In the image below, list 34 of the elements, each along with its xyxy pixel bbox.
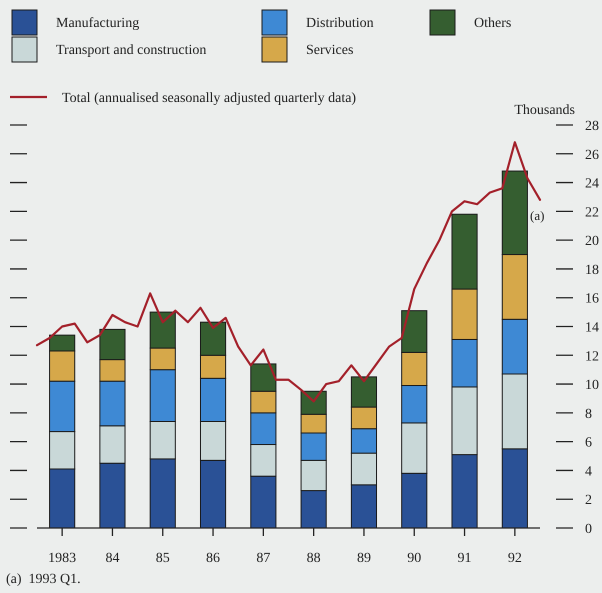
y-tick-label: 0 — [585, 522, 592, 537]
y-tick-label: 4 — [585, 464, 592, 480]
x-tick-label: 90 — [407, 551, 422, 566]
y-tick-label: 26 — [585, 148, 599, 163]
text: (a) 1993 Q1. — [6, 572, 81, 587]
y-tick-label: 14 — [585, 320, 599, 336]
annotation: (a) — [530, 208, 544, 223]
y-tick-label: 6 — [585, 436, 592, 451]
y-axis-title: Thousands — [514, 103, 575, 118]
x-tick-label: 85 — [156, 551, 170, 566]
y-tick-label: 20 — [585, 234, 599, 250]
y-tick-label: 8 — [585, 406, 592, 422]
legend-label: Others — [474, 16, 512, 31]
y-tick-label: 16 — [585, 292, 599, 307]
x-tick-label: 89 — [356, 551, 371, 566]
y-tick-label: 18 — [585, 262, 599, 278]
x-tick-label: 1983 — [48, 551, 76, 566]
x-tick-label: 88 — [306, 551, 321, 566]
x-tick-label: 84 — [105, 551, 120, 566]
y-tick-label: 24 — [585, 176, 599, 192]
x-tick-label: 87 — [256, 551, 270, 566]
legend-label: Total (annualised seasonally adjusted quarterly data) — [62, 91, 356, 106]
y-tick-label: 12 — [585, 349, 599, 364]
legend-label: Transport and construction — [56, 43, 206, 58]
y-tick-label: 2 — [585, 493, 592, 508]
x-tick-label: 91 — [458, 551, 472, 566]
y-tick-label: 22 — [585, 205, 599, 220]
legend-label: Manufacturing — [56, 16, 140, 31]
y-tick-label: 10 — [585, 378, 599, 394]
x-tick-label: 92 — [508, 551, 522, 566]
legend-label: Distribution — [306, 16, 374, 31]
legend-label: Services — [306, 43, 354, 58]
x-tick-label: 86 — [206, 551, 220, 566]
y-tick-label: 28 — [585, 119, 599, 134]
